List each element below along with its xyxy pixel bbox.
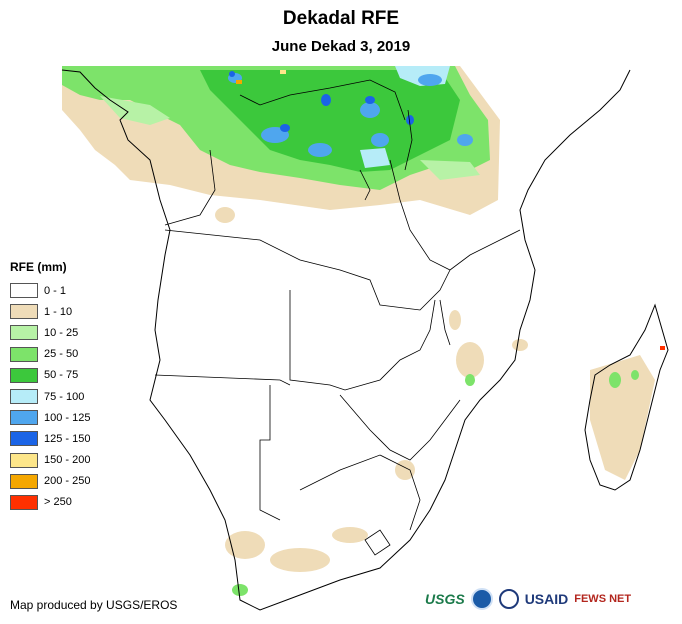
- legend-item: 1 - 10: [10, 301, 90, 322]
- rain-patches-green: [232, 370, 639, 596]
- legend-label: 100 - 125: [44, 411, 91, 424]
- legend-swatch: [10, 389, 38, 405]
- legend-swatch: [10, 283, 38, 299]
- madagascar-outline: [584, 303, 669, 491]
- legend-item: 200 - 250: [10, 471, 90, 492]
- legend-item: 125 - 150: [10, 428, 90, 449]
- logo-strip: USGS USAID FEWS NET: [425, 584, 675, 614]
- legend-item: 150 - 200: [10, 450, 90, 471]
- legend-swatch: [10, 367, 38, 383]
- rain-zone-200-250: [236, 80, 242, 84]
- legend-swatch: [10, 494, 38, 510]
- legend-label: 25 - 50: [44, 348, 79, 361]
- lakes: [359, 109, 451, 346]
- legend-swatch: [10, 410, 38, 426]
- map-subtitle: June Dekad 3, 2019: [271, 38, 411, 55]
- legend-label: 50 - 75: [44, 369, 79, 382]
- legend-label: 0 - 1: [44, 284, 67, 297]
- rain-patches-south: [215, 207, 655, 572]
- legend-label: 1 - 10: [44, 305, 73, 318]
- legend-swatch: [10, 431, 38, 447]
- rain-zone-150-200: [280, 70, 286, 74]
- legend-item: 75 - 100: [10, 386, 90, 407]
- legend-swatch: [10, 304, 38, 320]
- legend-item: 10 - 25: [10, 322, 90, 343]
- legend-item: 25 - 50: [10, 344, 90, 365]
- usaid-seal-icon: [498, 589, 519, 609]
- rain-zone-50-75: [200, 70, 460, 172]
- legend-label: > 250: [44, 496, 72, 509]
- legend-swatch: [10, 452, 38, 468]
- legend-item: > 250: [10, 492, 90, 513]
- legend-swatch: [10, 325, 38, 341]
- legend-title: RFE (mm): [10, 260, 67, 274]
- usgs-logo: USGS: [425, 591, 465, 607]
- legend-label: 150 - 200: [44, 454, 91, 467]
- legend-item: 50 - 75: [10, 365, 90, 386]
- legend-label: 125 - 150: [44, 432, 91, 445]
- legend: RFE (mm) 0 - 1 1 - 10 10 - 25 25 - 50 50 - 7…: [10, 260, 90, 513]
- legend-label: 200 - 250: [44, 475, 91, 488]
- legend-label: 10 - 25: [44, 326, 79, 339]
- rain-zone-75-100: [360, 66, 450, 168]
- rain-zone-10-25: [100, 96, 480, 180]
- africa-coastline: [61, 69, 631, 611]
- rain-zone-gt-250: [660, 346, 665, 350]
- legend-label: 75 - 100: [44, 390, 85, 403]
- legend-swatch: [10, 473, 38, 489]
- noaa-logo-icon: [470, 588, 493, 610]
- fews-net-logo: FEWS NET: [574, 593, 632, 605]
- rain-zone-125-150: [229, 71, 414, 132]
- legend-item: 0 - 1: [10, 280, 90, 301]
- map-title: Dekadal RFE: [282, 8, 400, 29]
- map-credit: Map produced by USGS/EROS: [10, 598, 178, 612]
- legend-item: 100 - 125: [10, 407, 90, 428]
- legend-swatch: [10, 346, 38, 362]
- usaid-logo: USAID: [524, 591, 569, 607]
- country-borders: [154, 79, 521, 556]
